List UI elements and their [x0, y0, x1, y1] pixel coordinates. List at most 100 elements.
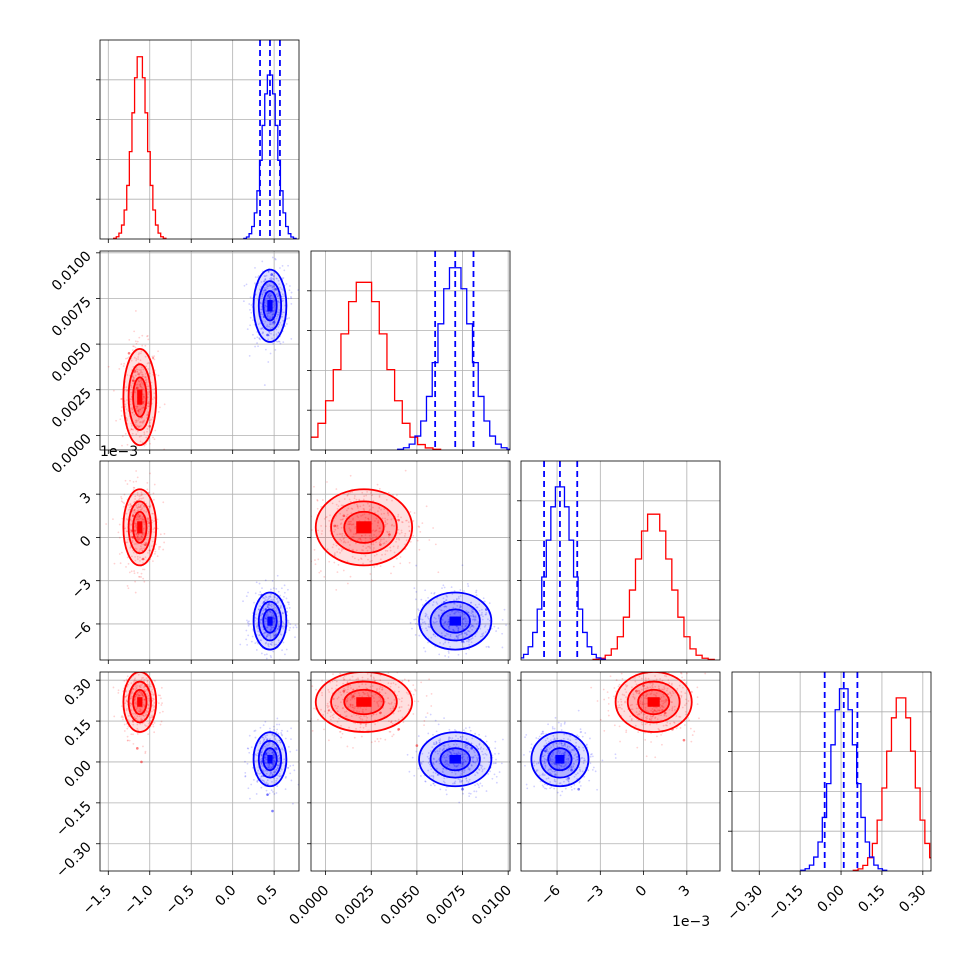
- scatter-point: [388, 533, 391, 536]
- scatter-point: [136, 500, 139, 503]
- scatter-point: [138, 526, 142, 529]
- x-tick-label: −0.5: [163, 883, 198, 918]
- y-tick-label: 0.0050: [49, 340, 95, 386]
- scatter-point: [415, 744, 419, 747]
- scatter-point: [488, 766, 492, 769]
- x-tick-label: 0.15: [855, 883, 888, 916]
- panel-p4-p2: 0.0000 0.0025 0.0050 0.0075 0.0100: [286, 671, 515, 929]
- scatter-point: [362, 700, 366, 704]
- axes-frame: [99, 39, 300, 240]
- scatter-point: [274, 747, 278, 750]
- scatter-point: [138, 395, 142, 399]
- scatter-point: [272, 629, 276, 633]
- scatter-point: [682, 738, 686, 742]
- x-tick-label: 0.5: [254, 883, 281, 910]
- scatter-point: [271, 809, 274, 813]
- scatter-point: [442, 774, 446, 777]
- axes-frame: [310, 460, 511, 661]
- x-tick-label: 0.0: [212, 883, 239, 910]
- scatter-point: [264, 291, 268, 295]
- axes-frame: [310, 671, 511, 872]
- scatter-point: [266, 333, 269, 337]
- scatter-point: [430, 625, 433, 629]
- axes-frame: [310, 250, 511, 451]
- y-tick-label: 0.00: [61, 757, 94, 790]
- offset-label-x: 1e−3: [672, 914, 710, 930]
- scatter-point: [274, 288, 278, 291]
- scatter-point: [570, 768, 573, 772]
- x-tick-label: −3: [581, 883, 607, 909]
- y-tick-label: −0.30: [53, 839, 95, 881]
- scatter-point: [133, 370, 137, 373]
- scatter-point: [262, 774, 266, 777]
- y-tick-label: 0.0075: [49, 294, 95, 340]
- scatter-point: [671, 727, 674, 731]
- offset-label-y: 1e−3: [100, 444, 138, 460]
- panel-p3-p1: −6 −3 0 3: [69, 460, 300, 664]
- scatter-point: [148, 521, 152, 525]
- scatter-point: [635, 689, 638, 693]
- axes-frame: [520, 671, 721, 872]
- scatter-point: [264, 608, 268, 611]
- scatter-point: [652, 700, 655, 704]
- scatter-point: [342, 689, 346, 693]
- scatter-point: [131, 514, 135, 518]
- panel-p4-p4: −0.30 −0.15 0.00 0.15 0.30: [724, 671, 932, 924]
- scatter-point: [379, 711, 382, 715]
- scatter-point: [453, 757, 457, 761]
- scatter-point: [262, 601, 266, 604]
- y-tick-label: 0.0000: [49, 431, 95, 477]
- scatter-point: [266, 793, 269, 796]
- panel-p4-p3: −6 −3 0 3: [517, 671, 721, 909]
- y-tick-label: 0.30: [61, 676, 94, 709]
- scatter-point: [140, 415, 143, 419]
- scatter-point: [484, 608, 488, 611]
- scatter-point: [548, 752, 552, 756]
- scatter-point: [397, 727, 400, 731]
- histogram-series-0: [592, 513, 715, 660]
- scatter-point: [131, 536, 135, 539]
- y-tick-label: 0.15: [61, 717, 94, 750]
- y-tick-label: −3: [69, 576, 95, 602]
- scatter-point: [140, 760, 143, 764]
- scatter-point: [351, 550, 355, 554]
- scatter-point: [268, 304, 272, 308]
- scatter-point: [333, 524, 337, 528]
- scatter-point: [268, 757, 272, 761]
- scatter-point: [567, 777, 570, 780]
- histogram-series-1: [397, 267, 510, 450]
- scatter-point: [558, 757, 562, 761]
- scatter-point: [268, 619, 272, 623]
- x-tick-label: 0.00: [815, 883, 848, 916]
- y-tick-label: 0.0100: [49, 248, 95, 294]
- scatter-point: [379, 543, 382, 546]
- y-tick-label: 0: [77, 533, 95, 551]
- x-tick-label: 0.0000: [286, 883, 332, 929]
- x-tick-label: 0.0025: [332, 883, 378, 929]
- x-tick-label: 0.0050: [378, 883, 424, 929]
- scatter-point: [544, 749, 547, 753]
- scatter-point: [470, 634, 473, 637]
- x-tick-label: 0.0075: [423, 883, 469, 929]
- histogram-series-0: [113, 56, 167, 239]
- histogram-series-0: [311, 281, 442, 450]
- scatter-point: [461, 639, 464, 643]
- scatter-point: [138, 700, 142, 704]
- scatter-point: [133, 692, 137, 696]
- scatter-point: [442, 601, 446, 604]
- panel-p4-p1: −1.5 −1.0 −0.5 0.0 0.5 −0.30−0.15 0.00 0.15 0.30: [53, 671, 300, 918]
- scatter-point: [264, 752, 268, 756]
- y-tick-label: 3: [77, 490, 95, 508]
- scatter-point: [577, 787, 580, 791]
- scatter-point: [136, 386, 139, 390]
- axes-frame: [731, 671, 932, 872]
- scatter-point: [131, 379, 135, 382]
- density-cloud-series-1: [521, 709, 617, 797]
- scatter-point: [131, 719, 135, 723]
- scatter-point: [453, 619, 457, 623]
- y-tick-label: −6: [69, 619, 95, 645]
- x-tick-label: 3: [676, 883, 694, 901]
- axes-frame: [99, 250, 300, 451]
- scatter-point: [262, 315, 266, 319]
